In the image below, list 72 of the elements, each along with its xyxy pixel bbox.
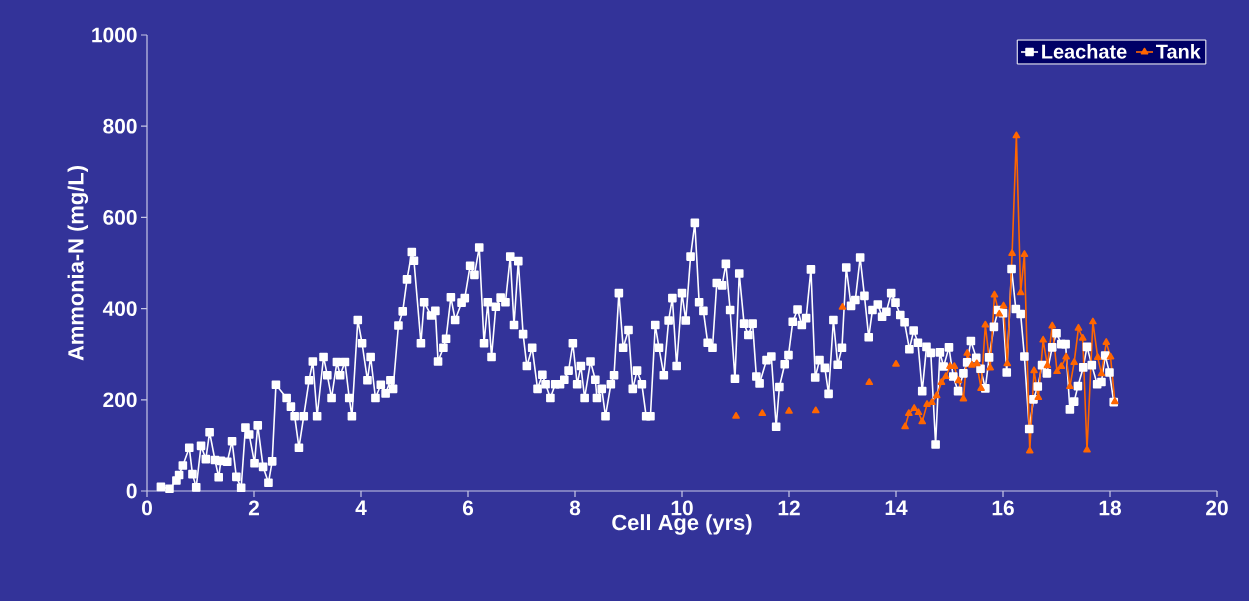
point [1074,323,1083,331]
x-axis-title: Cell Age (yrs) [612,514,752,535]
x-tick-label: 2 [248,500,259,516]
point [981,320,990,328]
point [914,408,923,416]
point [999,301,1008,309]
point [901,422,909,430]
point [923,400,931,407]
point [928,398,936,406]
point [941,372,950,380]
point [995,309,1004,317]
point [1003,359,1012,367]
x-tick-label: 16 [992,500,1014,516]
point [905,409,913,417]
legend-label: Tank [1156,44,1201,59]
point [1102,338,1111,345]
point [963,348,971,356]
x-tick-label: 8 [569,500,581,516]
y-tick-label: 1000 [92,27,137,43]
x-tick-label: 20 [1206,500,1228,516]
point [1020,250,1029,257]
point [1008,249,1016,256]
point [838,302,847,310]
point [1016,288,1025,296]
point [811,406,820,414]
point [732,411,740,419]
point [1043,361,1052,369]
point [785,406,793,414]
y-tick-label: 0 [126,483,137,499]
point [865,378,874,386]
y-tick-label: 600 [103,209,137,225]
point [918,417,927,425]
x-tick-label: 0 [142,500,152,516]
point [1030,366,1038,374]
point [937,378,946,386]
point [1048,321,1057,329]
point [1025,446,1034,454]
point [910,404,919,412]
point [1034,393,1043,401]
point [1106,352,1115,360]
point [990,290,999,298]
point [959,394,968,402]
point [1039,335,1047,343]
x-tick-label: 6 [462,500,474,516]
point [968,360,976,368]
y-axis-title: Ammonia-N (mg/L) [67,166,89,361]
point [1057,362,1066,370]
y-tick-label: 200 [103,392,137,408]
point [1066,382,1074,390]
y-tick-label: 800 [103,118,137,134]
point [977,384,985,391]
x-tick-label: 12 [778,500,800,516]
point [1078,333,1087,341]
legend-label: Leachate [1042,44,1127,59]
point [892,359,900,367]
x-tick-label: 18 [1099,500,1121,516]
point [758,409,767,417]
point [1053,367,1061,375]
point [1093,353,1102,360]
point [1070,358,1078,365]
point [1083,445,1091,453]
point [932,391,941,399]
y-tick-label: 400 [102,301,137,316]
point [986,363,994,371]
point [1097,369,1106,377]
x-tick-label: 10 [671,500,693,516]
point [954,376,963,384]
x-tick-label: 4 [355,500,367,515]
point [1062,352,1070,360]
point [1089,317,1097,325]
point [1012,131,1021,139]
x-tick-label: 14 [885,500,908,515]
